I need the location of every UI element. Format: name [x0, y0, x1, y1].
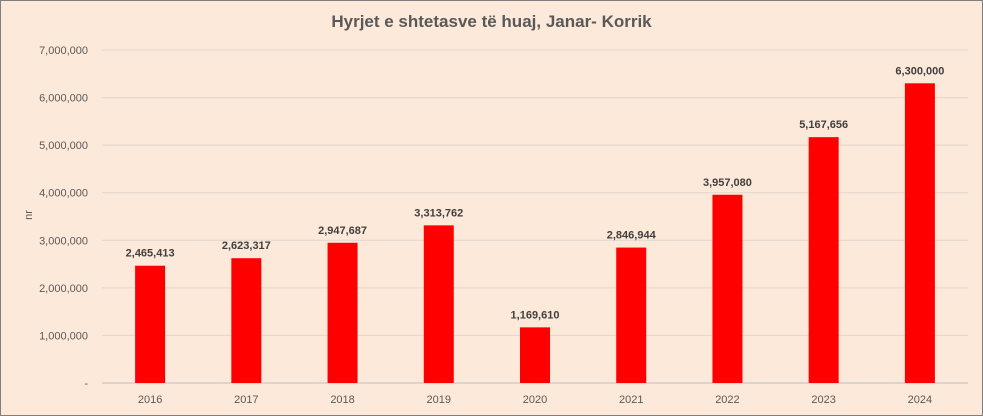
data-label: 2,465,413	[126, 248, 175, 260]
bar	[231, 258, 262, 383]
data-label: 6,300,000	[895, 65, 944, 77]
bar	[135, 265, 166, 383]
x-axis: 2016 2017 2018 2019 2020 2021 2022 2023 2024	[138, 394, 932, 406]
bar	[423, 225, 454, 383]
data-label: 2,846,944	[607, 230, 657, 242]
bar	[327, 242, 358, 383]
data-label: 3,313,762	[414, 207, 463, 219]
chart-title: Hyrjet e shtetasve të huaj, Janar- Korri…	[331, 12, 652, 31]
y-tick-label: -	[84, 378, 88, 390]
y-axis: - 1,000,000 2,000,000 3,000,000 4,000,000 5,0…	[39, 45, 88, 390]
x-tick-label: 2024	[908, 394, 932, 406]
y-tick-label: 2,000,000	[39, 283, 88, 295]
bar	[520, 327, 550, 383]
data-label: 2,947,687	[318, 225, 367, 237]
bar	[808, 137, 839, 383]
y-tick-label: 5,000,000	[39, 140, 88, 152]
bar	[904, 83, 935, 384]
x-tick-label: 2022	[715, 394, 739, 406]
x-tick-label: 2021	[619, 394, 643, 406]
x-tick-label: 2016	[138, 394, 162, 406]
x-tick-label: 2019	[427, 394, 451, 406]
data-label: 1,169,610	[511, 309, 560, 321]
y-tick-label: 1,000,000	[39, 330, 88, 342]
data-label: 2,623,317	[222, 240, 271, 252]
y-tick-label: 4,000,000	[39, 188, 88, 200]
bar	[616, 247, 647, 383]
data-label: 5,167,656	[799, 119, 848, 131]
x-tick-label: 2023	[811, 394, 835, 406]
data-label: 3,957,080	[703, 177, 752, 189]
data-labels: 2,465,413 2,623,317 2,947,687 3,313,762 1,16…	[126, 65, 945, 321]
x-tick-label: 2017	[234, 394, 258, 406]
bars	[135, 83, 935, 384]
y-tick-label: 6,000,000	[39, 93, 88, 105]
bar	[712, 194, 743, 383]
x-tick-label: 2020	[523, 394, 547, 406]
y-tick-label: 3,000,000	[39, 235, 88, 247]
y-tick-label: 7,000,000	[39, 45, 88, 57]
y-axis-label: nr	[23, 210, 35, 220]
x-tick-label: 2018	[330, 394, 354, 406]
